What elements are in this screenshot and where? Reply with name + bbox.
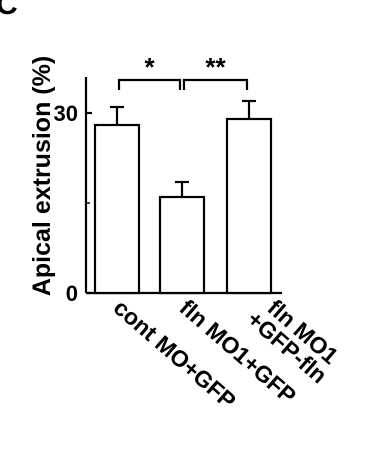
significance-bracket: [182, 78, 249, 90]
significance-label: *: [144, 52, 155, 82]
significance-bracket: [117, 78, 182, 90]
bar: [225, 117, 273, 295]
y-axis-label: Apical extrusion (%): [28, 56, 56, 296]
bar: [93, 123, 141, 295]
bar: [158, 195, 206, 295]
panel-label: C: [0, 0, 18, 21]
y-tick-label: 0: [66, 281, 78, 306]
significance-label: **: [205, 52, 226, 82]
y-tick-label: 30: [54, 101, 78, 126]
